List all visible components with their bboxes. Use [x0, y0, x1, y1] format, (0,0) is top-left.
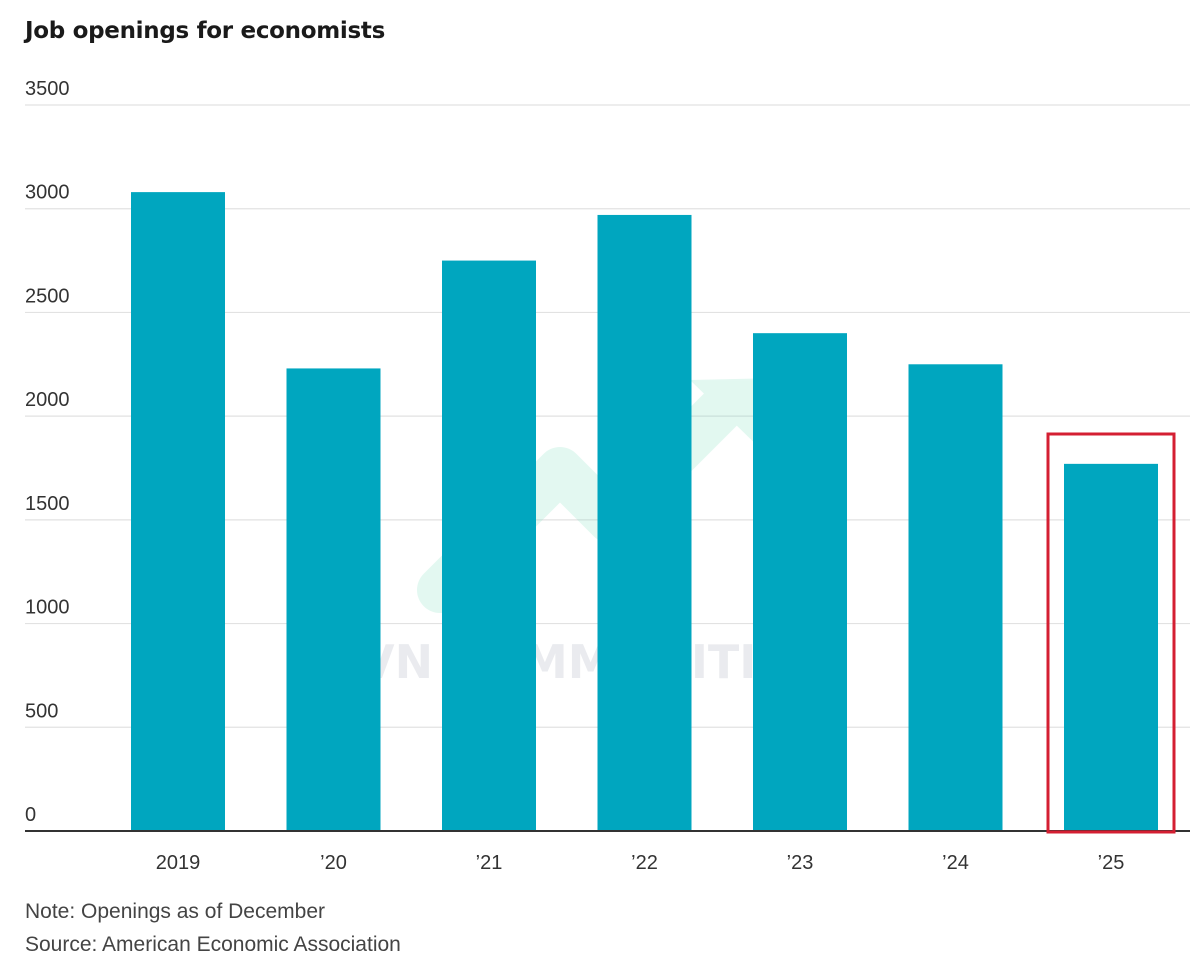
y-tick-label: 0 — [25, 804, 36, 826]
bar — [442, 260, 536, 832]
x-tick-label: ’21 — [476, 852, 503, 874]
y-tick-label: 3500 — [25, 78, 70, 100]
y-tick-label: 1000 — [25, 597, 70, 619]
watermark: VN COMMODITIES — [359, 378, 821, 689]
y-axis-tick-labels: 0 500 1000 1500 2000 2500 3000 3500 — [25, 78, 70, 826]
highlight — [1046, 432, 1176, 834]
bar — [131, 192, 225, 831]
x-tick-label: ’23 — [787, 852, 814, 874]
chart-source: Source: American Economic Association — [25, 933, 401, 956]
y-tick-label: 2500 — [25, 285, 70, 307]
bar — [753, 333, 847, 831]
bar — [286, 368, 381, 831]
bar — [597, 214, 692, 832]
chart-note: Note: Openings as of December — [25, 900, 325, 923]
x-tick-label: ’25 — [1098, 852, 1125, 874]
x-tick-label: ’22 — [631, 852, 658, 874]
x-tick-label: ’24 — [942, 852, 969, 874]
bars — [131, 192, 1158, 832]
x-axis-tick-labels: 2019 ’20 ’21 ’22 ’23 ’24 ’25 — [156, 852, 1125, 874]
x-tick-label: ’20 — [320, 852, 347, 874]
watermark-text: VN COMMODITIES — [359, 635, 821, 689]
highlight-box — [1046, 432, 1176, 834]
bar — [908, 364, 1003, 831]
x-tick-label: 2019 — [156, 852, 201, 874]
bar — [1064, 463, 1158, 831]
y-tick-label: 2000 — [25, 389, 70, 411]
chart-title: Job openings for economists — [25, 18, 385, 44]
y-tick-label: 500 — [25, 700, 58, 722]
y-tick-label: 1500 — [25, 493, 70, 515]
y-tick-label: 3000 — [25, 182, 70, 204]
